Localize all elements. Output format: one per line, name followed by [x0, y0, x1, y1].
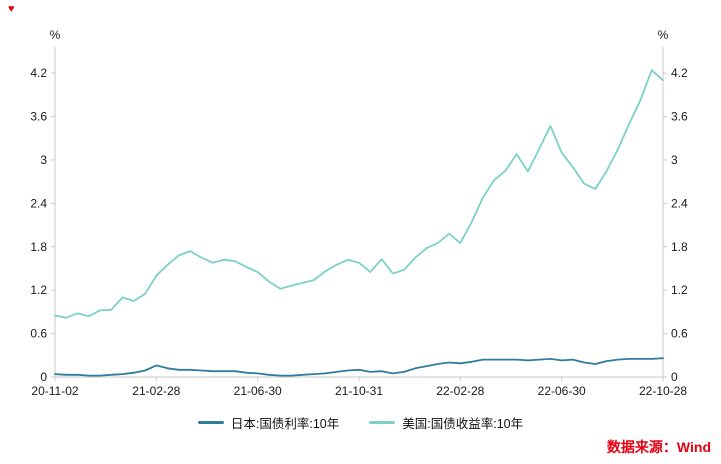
svg-text:22-10-28: 22-10-28	[639, 384, 687, 398]
svg-text:21-02-28: 21-02-28	[132, 384, 180, 398]
svg-text:20-11-02: 20-11-02	[31, 384, 78, 398]
svg-text:%: %	[658, 28, 669, 42]
corner-heart-icon: ♥	[8, 3, 15, 15]
svg-text:3: 3	[40, 153, 47, 167]
legend-line-us-icon	[369, 421, 396, 424]
svg-text:21-10-31: 21-10-31	[335, 384, 383, 398]
svg-text:3: 3	[671, 153, 678, 167]
svg-text:2.4: 2.4	[30, 196, 47, 210]
svg-text:0: 0	[40, 370, 47, 384]
data-source-label: 数据来源：Wind	[606, 439, 711, 455]
svg-text:22-06-30: 22-06-30	[538, 384, 586, 398]
legend-line-japan-icon	[197, 421, 224, 424]
legend-label-japan: 日本:国债利率:10年	[230, 417, 340, 431]
svg-text:0: 0	[671, 370, 678, 384]
legend-item-japan: 日本:国债利率:10年	[197, 413, 340, 432]
svg-text:22-02-28: 22-02-28	[436, 384, 484, 398]
svg-text:21-06-30: 21-06-30	[234, 384, 282, 398]
svg-text:3.6: 3.6	[671, 110, 688, 124]
svg-text:3.6: 3.6	[30, 110, 47, 124]
svg-text:2.4: 2.4	[671, 196, 688, 210]
legend-item-us: 美国:国债收益率:10年	[369, 413, 523, 432]
svg-text:0.6: 0.6	[30, 327, 47, 341]
svg-text:1.2: 1.2	[30, 283, 47, 297]
svg-text:1.8: 1.8	[30, 240, 47, 254]
svg-text:4.2: 4.2	[30, 66, 47, 80]
svg-text:4.2: 4.2	[671, 66, 688, 80]
svg-text:1.2: 1.2	[671, 283, 688, 297]
svg-text:0.6: 0.6	[671, 327, 688, 341]
svg-text:%: %	[50, 28, 61, 42]
legend-label-us: 美国:国债收益率:10年	[402, 417, 524, 431]
line-chart-canvas: 0 0 0.6 0.6 1.2 1.2 1.8 1.8 2.4 2.4 3 3 3.6 3.6 4.2 4.2…	[30, 28, 688, 398]
svg-text:1.8: 1.8	[671, 240, 688, 254]
chart-legend: 日本:国债利率:10年 美国:国债收益率:10年	[0, 413, 721, 432]
